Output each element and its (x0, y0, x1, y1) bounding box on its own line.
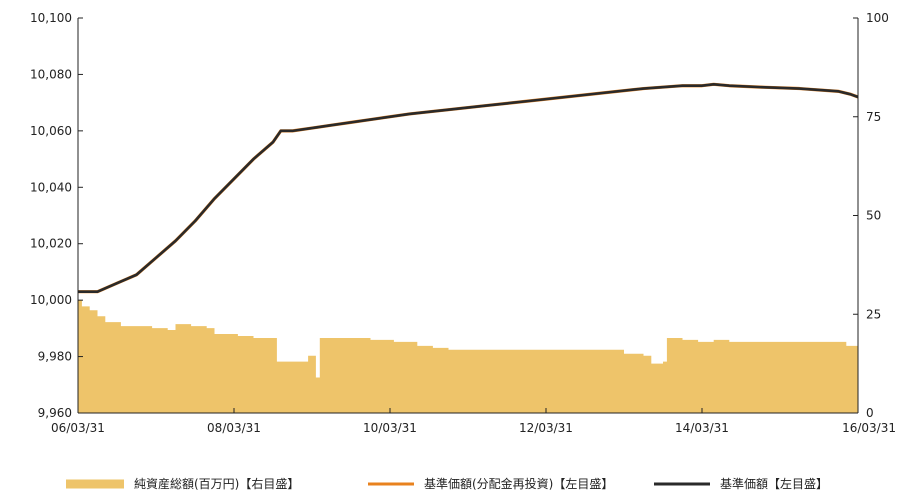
legend-label-1: 基準価額(分配金再投資)【左目盛】 (424, 476, 613, 491)
right-tick-label: 100 (866, 11, 889, 25)
left-tick-label: 10,000 (30, 293, 72, 307)
x-tick-label: 14/03/31 (675, 421, 729, 435)
legend-label-2: 基準価額【左目盛】 (720, 476, 828, 491)
left-tick-label: 10,020 (30, 237, 72, 251)
left-tick-label: 10,040 (30, 180, 72, 194)
legend-label-0: 純資産総額(百万円)【右目盛】 (134, 476, 299, 491)
left-tick-label: 10,100 (30, 11, 72, 25)
legend-swatch-0 (66, 479, 124, 489)
x-tick-label: 06/03/31 (51, 421, 105, 435)
left-tick-label: 10,080 (30, 67, 72, 81)
x-tick-label: 12/03/31 (519, 421, 573, 435)
right-tick-label: 50 (866, 209, 881, 223)
right-tick-label: 75 (866, 110, 881, 124)
right-tick-label: 25 (866, 307, 881, 321)
left-tick-label: 9,960 (38, 406, 72, 420)
legend-swatch-2 (654, 482, 710, 486)
left-tick-label: 10,060 (30, 124, 72, 138)
left-tick-label: 9,980 (38, 350, 72, 364)
x-tick-label: 08/03/31 (207, 421, 261, 435)
legend-swatch-1 (368, 482, 414, 486)
x-tick-label: 10/03/31 (363, 421, 417, 435)
series-line-1 (78, 82, 859, 294)
series-line-2 (78, 83, 859, 293)
series-area-0 (78, 300, 858, 413)
right-tick-label: 0 (866, 406, 874, 420)
axis-layer: 9,960 9,980 10,000 10,020 10,040 10,060 10,080… (30, 11, 896, 435)
legend: 純資産総額(百万円)【右目盛】 基準価額(分配金再投資)【左目盛】 基準価額【左目盛… (66, 476, 828, 491)
x-tick-label: 16/03/31 (842, 421, 896, 435)
line-layer (78, 82, 859, 294)
area-layer (78, 300, 858, 413)
